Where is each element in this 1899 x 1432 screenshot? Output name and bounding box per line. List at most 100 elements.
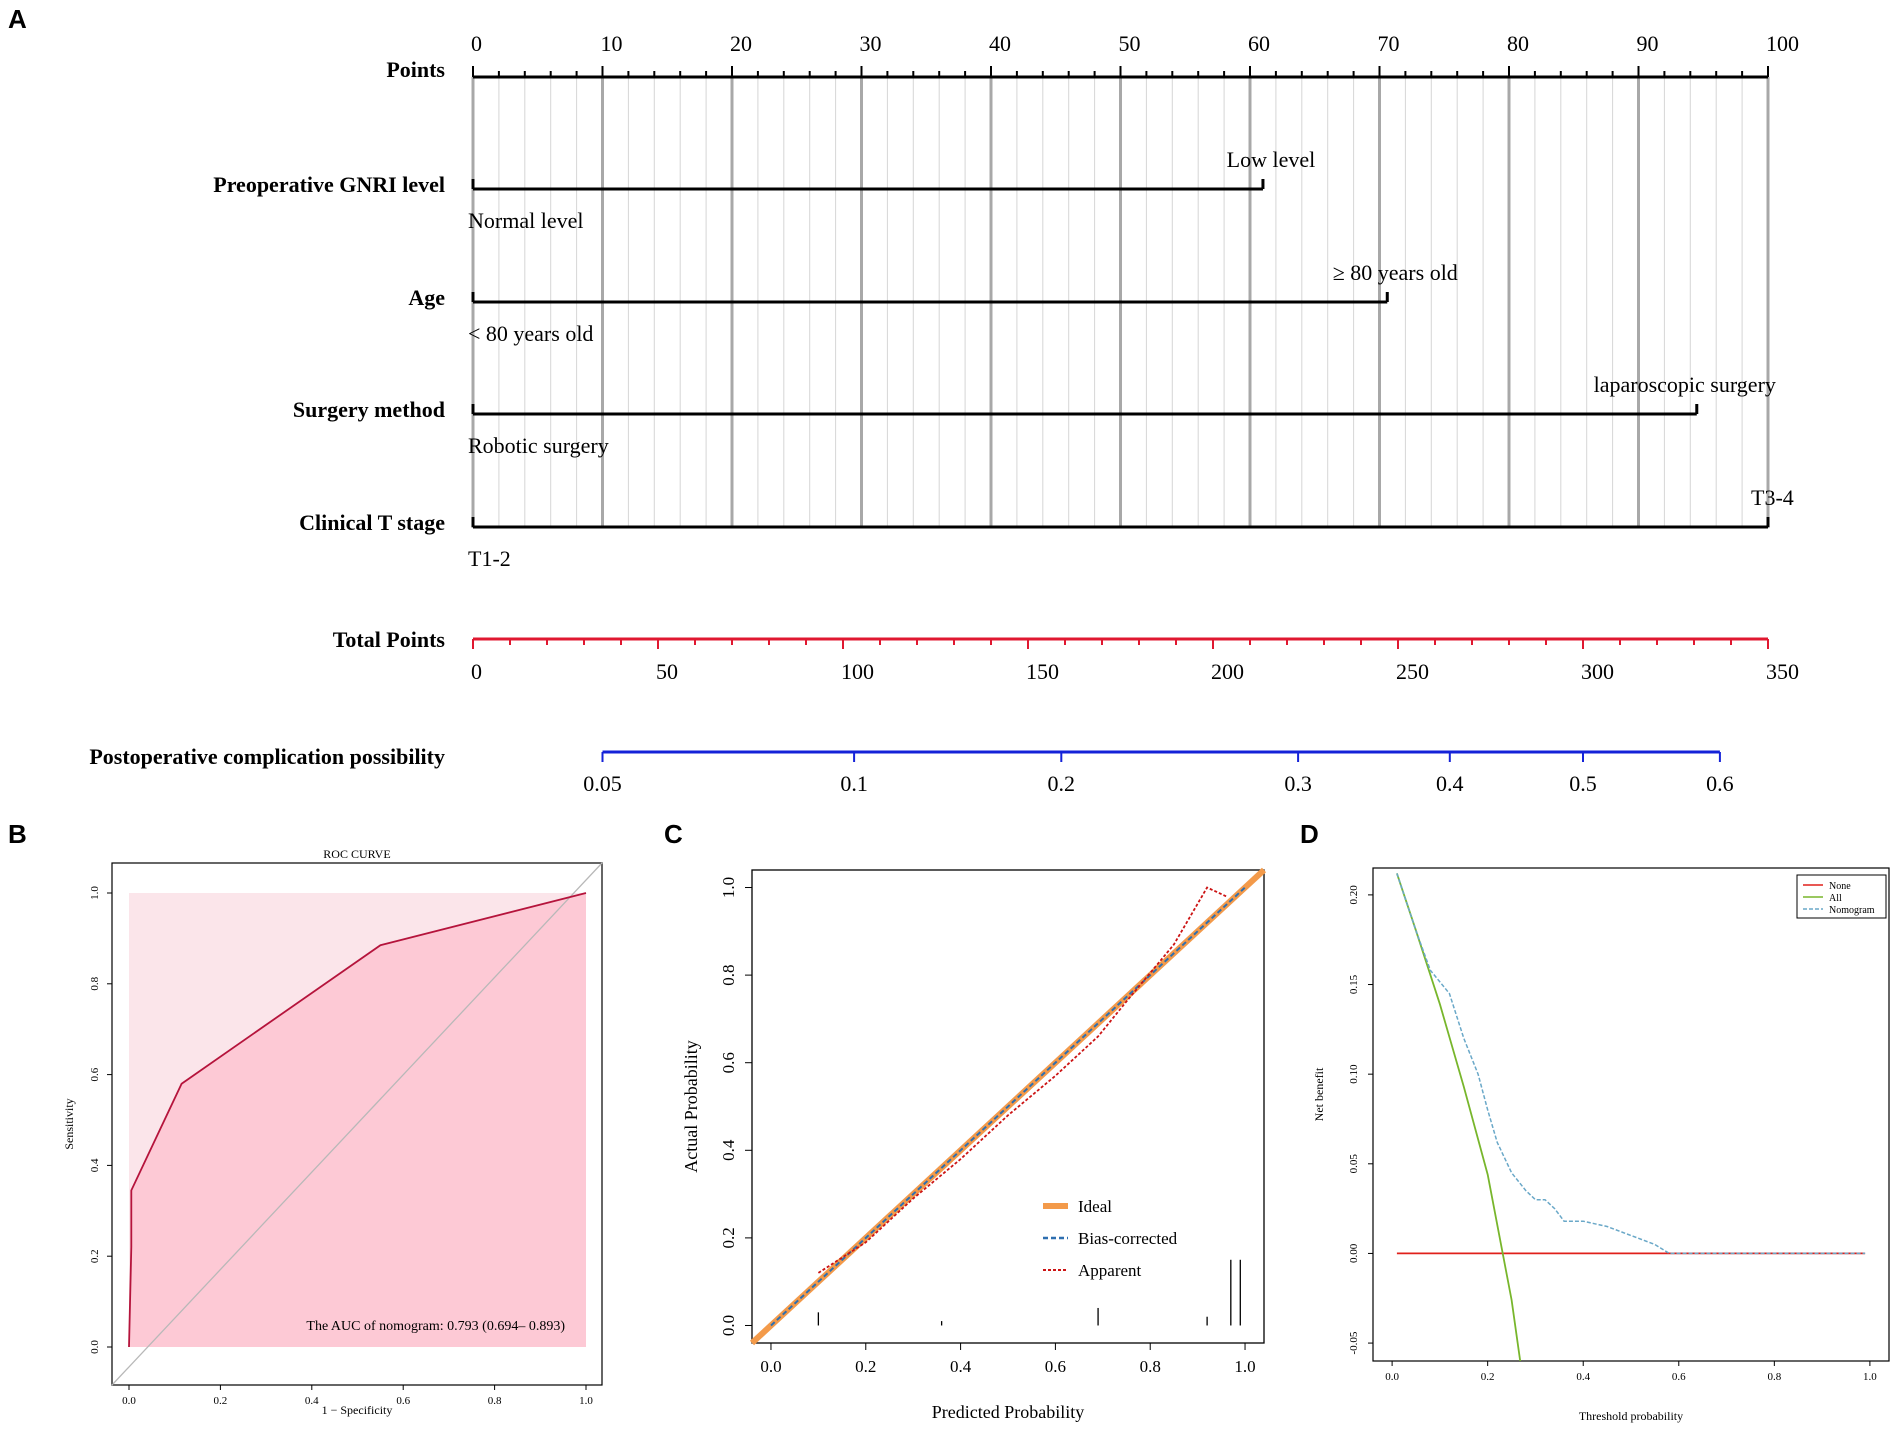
- legend-label-ideal: Ideal: [1078, 1197, 1112, 1216]
- roc-x-tick-label: 0.8: [488, 1395, 502, 1407]
- decision-x-tick-label: 0.2: [1481, 1371, 1495, 1383]
- surgery-method-high-label: laparoscopic surgery: [1594, 372, 1776, 397]
- roc-x-tick-label: 0.2: [214, 1395, 228, 1407]
- calibration-x-tick-label: 0.0: [760, 1357, 781, 1376]
- roc-x-tick-label: 0.6: [396, 1395, 410, 1407]
- points-tick-label: 0: [471, 31, 482, 56]
- decision-x-tick-label: 1.0: [1863, 1371, 1877, 1383]
- decision-curve-nomogram-line: [1396, 873, 1866, 1255]
- points-tick-label: 20: [730, 31, 752, 56]
- roc-area-under-curve: [129, 893, 586, 1347]
- roc-y-tick-label: 0.2: [89, 1249, 101, 1263]
- panel-letter-d: D: [1300, 819, 1319, 849]
- roc-y-tick-label: 0.8: [89, 976, 101, 990]
- points-tick-label: 90: [1637, 31, 1659, 56]
- total-points-tick-label: 300: [1581, 659, 1614, 684]
- roc-plot-frame: [111, 862, 603, 1386]
- probability-tick-label: 0.2: [1048, 771, 1076, 796]
- roc-x-tick-label: 0.4: [305, 1395, 319, 1407]
- decision-x-tick-label: 0.8: [1767, 1371, 1781, 1383]
- roc-title: ROC CURVE: [323, 847, 390, 861]
- decision-curve-plot-frame: [1372, 867, 1890, 1362]
- probability-tick-label: 0.5: [1569, 771, 1597, 796]
- points-tick-label: 100: [1766, 31, 1799, 56]
- probability-tick-label: 0.1: [840, 771, 868, 796]
- gnri-row-label: Preoperative GNRI level: [213, 172, 445, 197]
- decision-x-tick-label: 0.6: [1672, 1371, 1686, 1383]
- points-tick-label: 30: [860, 31, 882, 56]
- total-points-label: Total Points: [333, 627, 446, 652]
- calibration-apparent-line: [817, 886, 1227, 1274]
- calibration-bias-corrected-line: [770, 886, 1246, 1327]
- calibration-x-tick-label: 0.4: [950, 1357, 972, 1376]
- gnri-high-label: Low level: [1227, 147, 1316, 172]
- total-points-tick-label: 250: [1396, 659, 1429, 684]
- points-row-label: Points: [386, 57, 445, 82]
- roc-y-axis-label: Sensitivity: [62, 1098, 76, 1149]
- calibration-plot-frame: [751, 869, 1265, 1344]
- probability-tick-label: 0.3: [1284, 771, 1312, 796]
- points-tick-label: 10: [601, 31, 623, 56]
- calibration-y-tick-label: 0.4: [719, 1139, 738, 1161]
- decision-x-axis-label: Threshold probability: [1579, 1409, 1683, 1423]
- roc-x-tick-label: 1.0: [579, 1395, 593, 1407]
- roc-y-tick-label: 1.0: [89, 886, 101, 900]
- calibration-x-axis-label: Predicted Probability: [932, 1402, 1084, 1422]
- calibration-y-axis-label: Actual Probability: [681, 1040, 701, 1172]
- roc-y-tick-label: 0.4: [89, 1158, 101, 1172]
- probability-tick-label: 0.4: [1436, 771, 1464, 796]
- legend-label-bias-corrected: Bias-corrected: [1078, 1229, 1178, 1248]
- decision-x-tick-label: 0.0: [1385, 1371, 1399, 1383]
- points-tick-label: 80: [1507, 31, 1529, 56]
- probability-tick-label: 0.6: [1706, 771, 1734, 796]
- total-points-tick-label: 100: [841, 659, 874, 684]
- surgery-method-low-label: Robotic surgery: [468, 433, 609, 458]
- total-points-tick-label: 50: [656, 659, 678, 684]
- points-tick-label: 50: [1119, 31, 1141, 56]
- decision-y-tick-label: -0.05: [1348, 1331, 1360, 1354]
- decision-y-tick-label: 0.20: [1348, 885, 1360, 905]
- calibration-y-tick-label: 0.8: [719, 964, 738, 985]
- gnri-low-label: Normal level: [468, 208, 583, 233]
- total-points-tick-label: 150: [1026, 659, 1059, 684]
- decision-legend-label-none: None: [1829, 881, 1851, 892]
- calibration-x-tick-label: 0.2: [855, 1357, 876, 1376]
- roc-curve-line: [128, 892, 587, 1348]
- probability-tick-label: 0.05: [583, 771, 622, 796]
- calibration-curve-panel: 0.0 0.2 0.4 0.6 0.8 1.0 0.0 0.2 0.4 0.6 0.8 1.0 Pred…: [681, 867, 1267, 1422]
- age-row-label: Age: [408, 285, 445, 310]
- decision-y-tick-label: 0.10: [1348, 1064, 1360, 1084]
- roc-curve-panel: 0.0 0.2 0.4 0.6 0.8 1.0 0.0 0.2 0.4 0.6 0.8 1.0 ROC …: [62, 847, 603, 1417]
- points-tick-label: 70: [1378, 31, 1400, 56]
- surgery-method-row-label: Surgery method: [293, 397, 445, 422]
- decision-y-tick-label: 0.15: [1348, 974, 1360, 994]
- panel-letter-a: A: [8, 4, 27, 34]
- roc-diagonal-reference: [111, 862, 603, 1386]
- total-points-tick-label: 200: [1211, 659, 1244, 684]
- points-tick-label: 60: [1248, 31, 1270, 56]
- calibration-x-tick-label: 0.6: [1045, 1357, 1066, 1376]
- roc-y-tick-label: 0.6: [89, 1067, 101, 1081]
- decision-legend-label-nomogram: Nomogram: [1829, 905, 1875, 916]
- legend-label-apparent: Apparent: [1078, 1261, 1142, 1280]
- roc-auc-annotation: The AUC of nomogram: 0.793 (0.694– 0.893…: [306, 1319, 565, 1334]
- calibration-x-tick-label: 0.8: [1140, 1357, 1161, 1376]
- decision-y-tick-label: 0.00: [1348, 1243, 1360, 1263]
- panel-letter-c: C: [664, 819, 683, 849]
- calibration-y-tick-label: 1.0: [719, 877, 738, 898]
- nomogram-panel: 0 10 20 30 40 50 60 70 80 90 100 Points Preoperative…: [89, 31, 1799, 796]
- calibration-y-tick-label: 0.6: [719, 1052, 738, 1073]
- age-low-label: < 80 years old: [468, 321, 593, 346]
- clinical-t-stage-high-label: T3-4: [1751, 485, 1794, 510]
- total-points-tick-label: 0: [471, 659, 482, 684]
- decision-y-axis-label: Net benefit: [1312, 1067, 1326, 1121]
- clinical-t-stage-row-label: Clinical T stage: [299, 510, 445, 535]
- decision-curve-panel: 0.0 0.2 0.4 0.6 0.8 1.0 -0.05 0.00 0.05 0.10 0.15 0…: [1312, 867, 1890, 1423]
- decision-curve-all-line: [1396, 873, 1522, 1361]
- clinical-t-stage-low-label: T1-2: [468, 546, 511, 571]
- total-points-tick-label: 350: [1766, 659, 1799, 684]
- roc-x-axis-label: 1 − Specificity: [322, 1403, 393, 1417]
- calibration-x-tick-label: 1.0: [1234, 1357, 1255, 1376]
- age-high-label: ≥ 80 years old: [1333, 260, 1458, 285]
